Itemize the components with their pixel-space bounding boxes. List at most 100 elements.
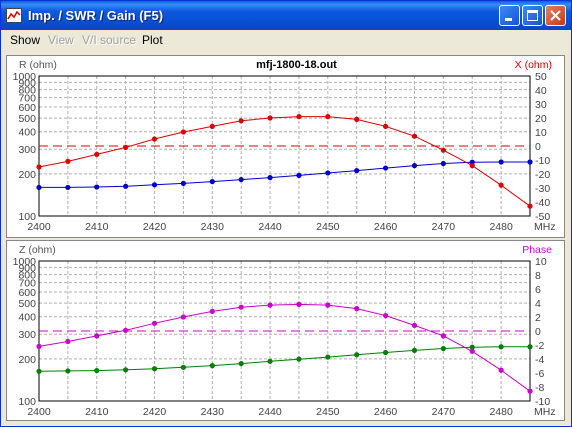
- x-axis-tick-label: 2480: [489, 406, 513, 418]
- title-bar[interactable]: Imp. / SWR / Gain (F5): [1, 1, 571, 30]
- close-button[interactable]: [545, 5, 566, 26]
- data-point: [296, 172, 302, 178]
- impedance-chart: 1000900800700600500400300200100504030201…: [13, 59, 556, 233]
- data-point: [527, 344, 533, 350]
- data-point: [94, 333, 100, 339]
- minimize-icon: [505, 18, 512, 21]
- x-axis-label: MHz: [534, 221, 556, 233]
- data-point: [527, 159, 533, 165]
- series-line: [38, 303, 531, 392]
- data-point: [123, 327, 129, 333]
- right-axis-tick-label: 0: [535, 326, 541, 338]
- x-axis-tick-label: 2460: [374, 406, 398, 418]
- right-axis-tick-label: -10: [535, 155, 550, 167]
- left-axis-tick-label: 700: [18, 93, 36, 105]
- data-point: [238, 360, 244, 367]
- data-point: [238, 176, 244, 183]
- x-axis-tick-label: 2450: [316, 221, 340, 233]
- data-point: [238, 118, 244, 124]
- left-axis-tick-label: 100: [18, 396, 36, 408]
- data-point: [65, 338, 71, 345]
- data-point: [238, 304, 244, 310]
- right-axis-tick-label: -4: [535, 354, 544, 366]
- right-axis-tick-label: -40: [535, 197, 550, 209]
- right-axis-tick-label: -10: [535, 396, 550, 408]
- data-point: [440, 333, 446, 339]
- left-axis-tick-label: 400: [18, 127, 36, 139]
- data-point: [180, 129, 187, 135]
- data-point: [354, 352, 360, 358]
- data-point: [411, 347, 418, 353]
- left-axis-tick-label: 300: [18, 329, 36, 341]
- data-point: [209, 123, 215, 129]
- left-axis-tick-label: 900: [18, 262, 36, 274]
- right-axis-tick-label: 20: [535, 113, 547, 125]
- data-point: [382, 123, 389, 129]
- x-axis-tick-label: 2430: [201, 221, 225, 233]
- impedance-chart-panel: 1000 900 800 700 600 500 400 300 200 100 50 40 30 20 1…: [6, 55, 565, 238]
- x-axis-tick-label: 2440: [258, 221, 282, 233]
- minimize-button[interactable]: [499, 5, 520, 26]
- left-axis-tick-label: 800: [18, 270, 36, 282]
- maximize-icon: [527, 10, 538, 21]
- data-point: [440, 147, 446, 153]
- data-point: [36, 343, 42, 349]
- data-point: [325, 354, 331, 360]
- left-axis-label: R (ohm): [19, 59, 57, 71]
- left-axis-tick-label: 200: [18, 169, 36, 181]
- menu-show[interactable]: Show: [10, 33, 41, 47]
- data-point: [325, 302, 331, 308]
- data-point: [469, 344, 475, 350]
- left-axis-tick-label: 300: [18, 144, 36, 156]
- data-point: [123, 144, 129, 150]
- data-point: [151, 136, 158, 142]
- right-axis-tick-label: 0: [535, 141, 541, 153]
- data-point: [151, 182, 158, 188]
- x-axis-tick-label: 2400: [27, 221, 51, 233]
- data-point: [151, 366, 158, 372]
- menu-plot[interactable]: Plot: [142, 33, 163, 47]
- data-point: [325, 114, 331, 120]
- x-axis-tick-label: 2420: [143, 221, 167, 233]
- app-chart-icon[interactable]: [6, 8, 22, 23]
- data-point: [94, 184, 100, 190]
- data-point: [382, 349, 389, 356]
- x-axis-tick-label: 2460: [374, 221, 398, 233]
- data-point: [209, 179, 215, 185]
- data-point: [469, 348, 475, 354]
- data-point: [267, 115, 273, 121]
- x-axis-tick-label: 2410: [85, 406, 109, 418]
- data-point: [94, 151, 100, 157]
- data-point: [94, 367, 100, 374]
- menu-vi-source[interactable]: V/I source: [82, 33, 137, 47]
- data-point: [209, 363, 215, 369]
- data-point: [36, 184, 42, 191]
- right-axis-tick-label: -8: [535, 382, 544, 394]
- left-axis-tick-label: 1000: [13, 256, 37, 268]
- data-point: [209, 308, 215, 314]
- data-point: [267, 175, 273, 181]
- data-point: [354, 116, 360, 122]
- data-point: [123, 183, 129, 189]
- data-point: [36, 368, 42, 374]
- menu-bar: Show View V/I source Plot: [2, 30, 570, 50]
- left-axis-tick-label: 900: [18, 77, 36, 89]
- right-axis-tick-label: 8: [535, 270, 541, 282]
- data-point: [65, 184, 71, 191]
- maximize-button[interactable]: [522, 5, 543, 26]
- data-point: [180, 314, 187, 320]
- data-point: [411, 322, 418, 328]
- data-point: [469, 163, 475, 169]
- data-point: [440, 160, 446, 167]
- close-icon: [550, 10, 561, 21]
- x-axis-tick-label: 2400: [27, 406, 51, 418]
- data-point: [498, 159, 504, 165]
- menu-view[interactable]: View: [48, 33, 74, 47]
- right-axis-tick-label: 10: [535, 127, 547, 139]
- right-axis-tick-label: 50: [535, 71, 547, 83]
- data-point: [267, 302, 273, 308]
- data-point: [36, 164, 42, 170]
- left-axis-tick-label: 1000: [13, 71, 37, 83]
- x-axis-tick-label: 2410: [85, 221, 109, 233]
